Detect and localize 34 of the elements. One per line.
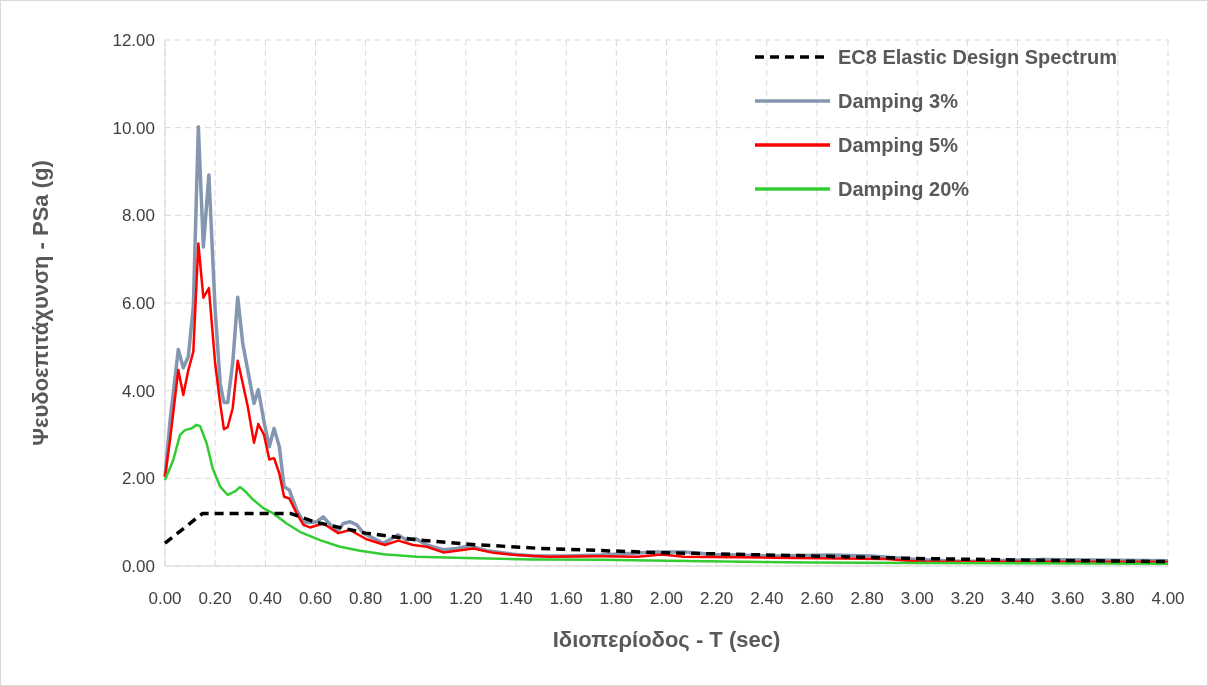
- x-tick-label: 1.00: [399, 589, 433, 608]
- x-tick-label: 3.80: [1101, 589, 1135, 608]
- y-tick-label: 8.00: [121, 206, 155, 226]
- y-tick-label: 4.00: [121, 381, 155, 401]
- legend-label: Damping 3%: [838, 90, 959, 112]
- x-tick-label: 2.20: [700, 589, 734, 608]
- y-tick-label: 10.00: [112, 118, 155, 138]
- x-tick-label: 0.40: [248, 589, 282, 608]
- x-tick-label: 0.80: [349, 589, 383, 608]
- y-tick-label: 2.00: [121, 469, 155, 489]
- x-tick-label: 3.60: [1051, 589, 1085, 608]
- y-tick-label: 0.00: [121, 557, 155, 576]
- x-tick-label: 0.20: [198, 589, 232, 608]
- x-axis-title: Ιδιοπερίοδος - T (sec): [552, 627, 781, 652]
- x-tick-label: 1.60: [549, 589, 583, 608]
- x-tick-label: 2.40: [750, 589, 784, 608]
- y-tick-label: 12.00: [112, 31, 155, 50]
- x-tick-label: 4.00: [1151, 589, 1185, 608]
- legend-label: EC8 Elastic Design Spectrum: [838, 46, 1117, 68]
- y-tick-label: 6.00: [121, 294, 155, 313]
- x-tick-label: 2.60: [800, 589, 834, 608]
- legend-label: Damping 5%: [838, 134, 959, 156]
- legend-label: Damping 20%: [838, 178, 970, 200]
- y-axis-title: Ψευδοεπιτάχυνση - PSa (g): [28, 160, 53, 446]
- x-tick-label: 2.80: [850, 589, 884, 608]
- x-tick-label: 2.00: [649, 589, 684, 608]
- x-tick-label: 3.40: [1001, 589, 1035, 608]
- x-tick-label: 1.20: [449, 589, 483, 608]
- x-tick-label: 1.40: [499, 589, 533, 608]
- x-tick-label: 3.20: [950, 589, 984, 608]
- x-tick-label: 3.00: [900, 589, 934, 608]
- x-tick-label: 0.00: [148, 589, 182, 608]
- x-tick-label: 1.80: [599, 589, 633, 608]
- x-tick-label: 0.60: [298, 589, 332, 608]
